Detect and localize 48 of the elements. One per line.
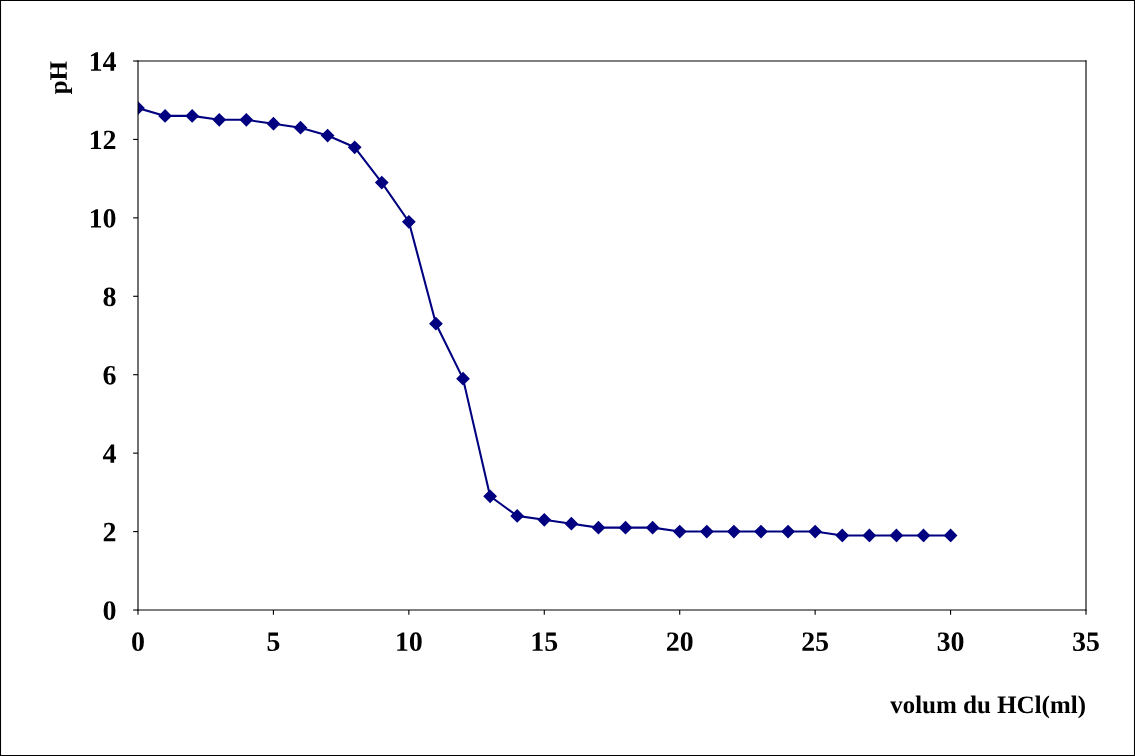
y-tick-label: 12: [90, 130, 116, 150]
point: [700, 524, 714, 539]
y-tick-label: 6: [103, 365, 116, 385]
point: [835, 528, 849, 543]
point: [862, 528, 876, 543]
point: [808, 524, 822, 539]
y-tick-label: 8: [103, 287, 116, 307]
point: [402, 215, 416, 229]
point: [618, 521, 633, 535]
point: [537, 513, 551, 527]
y-axis-title: pH: [50, 61, 73, 95]
y-tick-label: 4: [102, 444, 116, 463]
x-axis-title: volum du HCl(ml): [890, 695, 1085, 719]
x-tick-label: 10: [397, 632, 422, 652]
point: [889, 528, 903, 543]
point: [185, 109, 199, 123]
point: [293, 121, 308, 135]
point: [646, 521, 660, 535]
x-tick-label: 20: [666, 632, 693, 652]
point: [348, 140, 362, 154]
y-tick-label: 2: [103, 522, 116, 542]
point: [591, 521, 606, 535]
point: [916, 528, 931, 543]
point: [754, 524, 768, 539]
point: [266, 117, 281, 131]
y-tick-label: 0: [103, 601, 116, 620]
point: [727, 524, 741, 539]
x-tick-label: 30: [937, 632, 964, 652]
point: [510, 509, 524, 523]
point: [564, 517, 578, 531]
point: [321, 128, 335, 143]
x-tick-label: 35: [1073, 632, 1099, 652]
x-tick-label: 0: [132, 632, 144, 652]
point: [456, 372, 470, 386]
x-tick-label: 25: [802, 632, 829, 652]
point: [212, 113, 226, 127]
point: [483, 489, 497, 503]
point: [239, 113, 253, 127]
x-tick-label: 5: [267, 632, 280, 652]
point: [781, 524, 795, 539]
y-tick-label: 14: [90, 52, 116, 71]
y-tick-label: 10: [90, 209, 116, 228]
point: [158, 109, 172, 123]
x-tick-label: 15: [532, 632, 558, 652]
point: [429, 317, 443, 331]
point: [943, 528, 958, 543]
point: [375, 175, 389, 190]
point: [673, 524, 687, 539]
